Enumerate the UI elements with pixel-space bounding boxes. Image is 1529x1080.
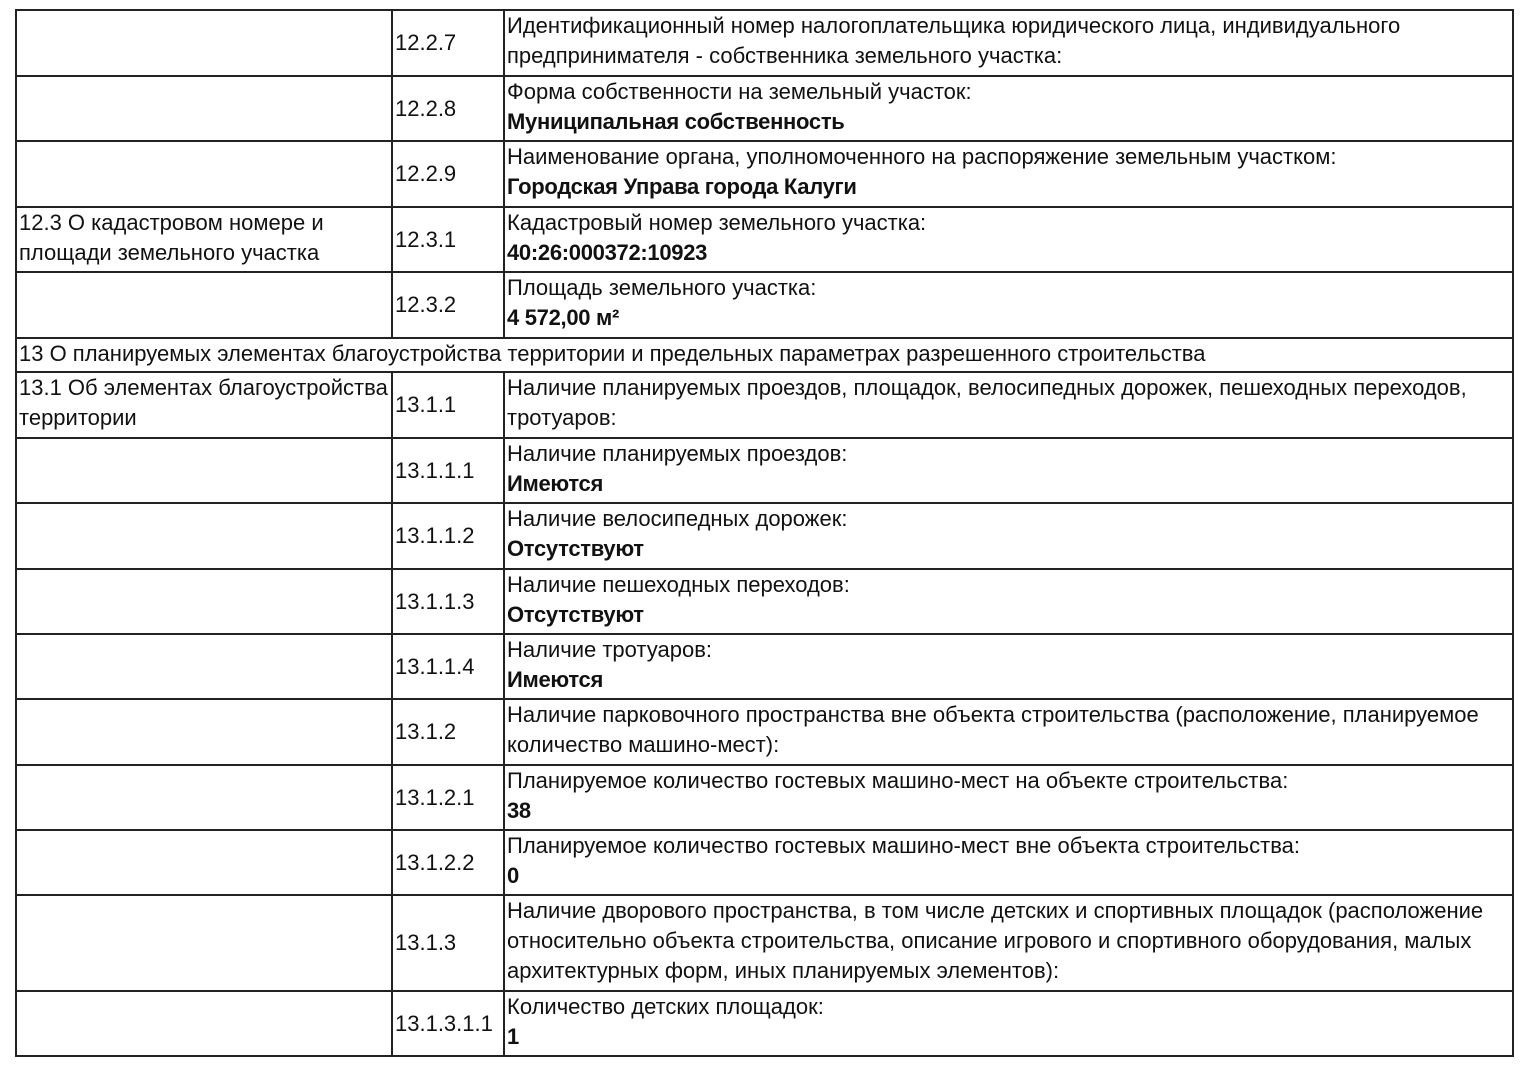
item-cell: Наименование органа, уполномоченного на … (503, 140, 1514, 208)
section-cell (15, 990, 393, 1057)
item-label: Наличие тротуаров: (507, 637, 712, 662)
item-label: Наименование органа, уполномоченного на … (507, 144, 1337, 169)
item-code: 12.2.7 (391, 9, 505, 77)
item-value: 38 (507, 798, 531, 823)
section-cell (15, 9, 393, 77)
table-row: 13.1.1.4 Наличие тротуаров: Имеются (15, 633, 1514, 700)
item-value: 4 572,00 м² (507, 305, 620, 330)
item-value: 40:26:000372:10923 (507, 240, 708, 265)
item-cell: Наличие парковочного пространства вне об… (503, 698, 1514, 766)
item-cell: Планируемое количество гостевых машино-м… (503, 764, 1514, 831)
item-value: Имеются (507, 667, 604, 692)
table-row: 13.1.3 Наличие дворового пространства, в … (15, 894, 1514, 992)
item-code: 12.3.2 (391, 271, 505, 339)
item-value: Городская Управа города Калуги (507, 174, 857, 199)
item-label: Форма собственности на земельный участок… (507, 79, 972, 104)
item-code: 13.1.2.2 (391, 829, 505, 896)
table-row: 12.2.8 Форма собственности на земельный у… (15, 75, 1514, 142)
item-cell: Форма собственности на земельный участок… (503, 75, 1514, 142)
section-cell (15, 633, 393, 700)
item-cell: Наличие планируемых проездов: Имеются (503, 437, 1514, 504)
item-cell: Наличие планируемых проездов, площадок, … (503, 371, 1514, 439)
item-label: Наличие планируемых проездов, площадок, … (507, 375, 1467, 430)
item-cell: Кадастровый номер земельного участка: 40:… (503, 206, 1514, 273)
section-cell (15, 894, 393, 992)
item-cell: Наличие тротуаров: Имеются (503, 633, 1514, 700)
item-label: Наличие велосипедных дорожек: (507, 506, 848, 531)
table-row: 12.2.7 Идентификационный номер налогоплат… (15, 9, 1514, 77)
section-heading: 13 О планируемых элементах благоустройст… (15, 337, 1514, 373)
item-code: 13.1.2 (391, 698, 505, 766)
table-row: 13.1.1.3 Наличие пешеходных переходов: Отс… (15, 568, 1514, 635)
section-cell (15, 829, 393, 896)
item-label: Идентификационный номер налогоплательщик… (507, 13, 1401, 68)
section-cell (15, 568, 393, 635)
item-cell: Количество детских площадок: 1 (503, 990, 1514, 1057)
document-table: 12.2.7 Идентификационный номер налогоплат… (15, 9, 1514, 1057)
table-row: 13.1 Об элементах благоустройства террит… (15, 371, 1514, 439)
item-code: 13.1.1.2 (391, 502, 505, 570)
section-cell (15, 698, 393, 766)
section-cell (15, 75, 393, 142)
item-value: Муниципальная собственность (507, 109, 845, 134)
item-cell: Идентификационный номер налогоплательщик… (503, 9, 1514, 77)
item-label: Наличие дворового пространства, в том чи… (507, 898, 1484, 983)
item-label: Планируемое количество гостевых машино-м… (507, 833, 1300, 858)
table-row: 13.1.2 Наличие парковочного пространства … (15, 698, 1514, 766)
table-row: 13.1.1.1 Наличие планируемых проездов: Име… (15, 437, 1514, 504)
item-code: 13.1.1 (391, 371, 505, 439)
item-code: 13.1.3 (391, 894, 505, 992)
item-label: Планируемое количество гостевых машино-м… (507, 768, 1289, 793)
item-cell: Площадь земельного участка: 4 572,00 м² (503, 271, 1514, 339)
item-label: Наличие пешеходных переходов: (507, 572, 850, 597)
item-value: 0 (507, 863, 519, 888)
table-row: 12.2.9 Наименование органа, уполномоченно… (15, 140, 1514, 208)
item-code: 13.1.3.1.1 (391, 990, 505, 1057)
item-code: 13.1.2.1 (391, 764, 505, 831)
table-row: 12.3.2 Площадь земельного участка: 4 572,0… (15, 271, 1514, 339)
item-cell: Наличие пешеходных переходов: Отсутствуют (503, 568, 1514, 635)
table-row: 13 О планируемых элементах благоустройст… (15, 337, 1514, 373)
item-label: Количество детских площадок: (507, 994, 824, 1019)
section-cell (15, 502, 393, 570)
item-cell: Наличие велосипедных дорожек: Отсутствуют (503, 502, 1514, 570)
table-row: 12.3 О кадастровом номере и площади земе… (15, 206, 1514, 273)
section-cell (15, 271, 393, 339)
section-cell (15, 764, 393, 831)
item-value: Отсутствуют (507, 602, 644, 627)
item-label: Наличие планируемых проездов: (507, 441, 848, 466)
table-row: 13.1.1.2 Наличие велосипедных дорожек: Отс… (15, 502, 1514, 570)
item-code: 13.1.1.4 (391, 633, 505, 700)
item-value: Отсутствуют (507, 536, 644, 561)
table-row: 13.1.2.1 Планируемое количество гостевых … (15, 764, 1514, 831)
item-code: 13.1.1.1 (391, 437, 505, 504)
item-value: Имеются (507, 471, 604, 496)
section-cell: 12.3 О кадастровом номере и площади земе… (15, 206, 393, 273)
item-code: 12.3.1 (391, 206, 505, 273)
table-row: 13.1.2.2 Планируемое количество гостевых … (15, 829, 1514, 896)
section-cell (15, 437, 393, 504)
section-cell (15, 140, 393, 208)
item-label: Наличие парковочного пространства вне об… (507, 702, 1479, 757)
item-code: 12.2.9 (391, 140, 505, 208)
item-label: Площадь земельного участка: (507, 275, 817, 300)
section-cell: 13.1 Об элементах благоустройства террит… (15, 371, 393, 439)
item-code: 12.2.8 (391, 75, 505, 142)
item-value: 1 (507, 1024, 519, 1049)
item-label: Кадастровый номер земельного участка: (507, 210, 927, 235)
item-code: 13.1.1.3 (391, 568, 505, 635)
table-row: 13.1.3.1.1 Количество детских площадок: 1 (15, 990, 1514, 1057)
item-cell: Наличие дворового пространства, в том чи… (503, 894, 1514, 992)
item-cell: Планируемое количество гостевых машино-м… (503, 829, 1514, 896)
